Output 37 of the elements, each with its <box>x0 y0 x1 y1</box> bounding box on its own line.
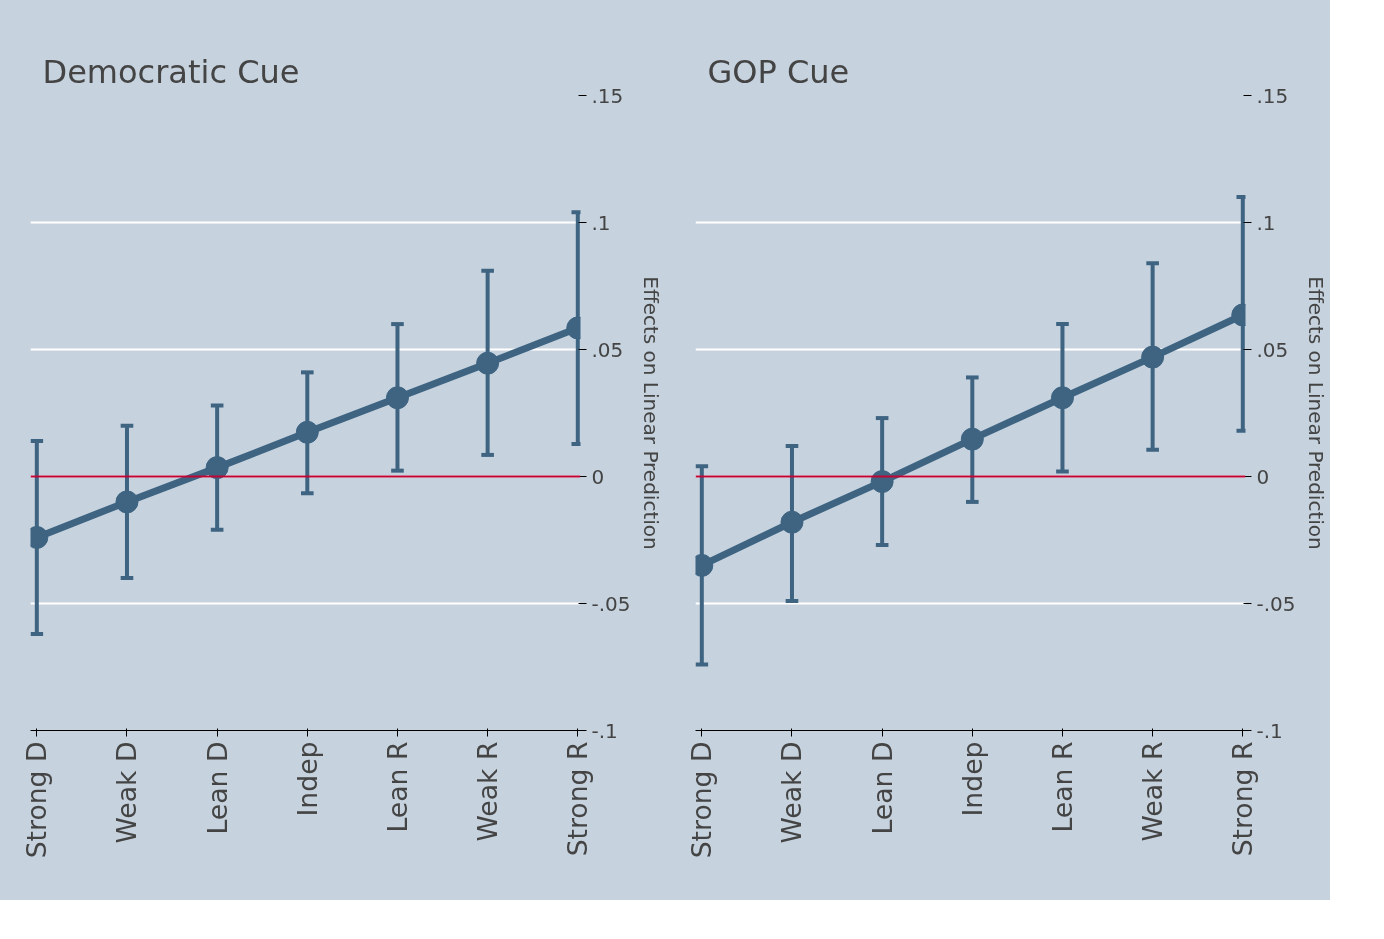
y-tick-label: .15 <box>591 83 624 108</box>
x-tick-label: Strong R <box>562 741 594 857</box>
x-tick-label: Weak D <box>111 741 143 844</box>
x-tick-label: Indep <box>956 741 988 817</box>
y-tick-label: -.05 <box>591 591 631 616</box>
point <box>205 456 229 480</box>
y-axis-title: Effects on Linear Prediction <box>638 276 663 550</box>
y-tick-label: .1 <box>591 210 611 235</box>
y-tick-label: -.05 <box>1256 591 1296 616</box>
x-tick-label: Strong D <box>21 741 53 859</box>
y-tick-label: 0 <box>1256 464 1270 489</box>
x-tick-label: Weak D <box>776 741 808 844</box>
y-tick-label: .1 <box>1256 210 1276 235</box>
y-tick-label: .05 <box>1256 337 1289 362</box>
chart-title: Democratic Cue <box>42 52 300 91</box>
x-tick-label: Indep <box>291 741 323 817</box>
chart-title: GOP Cue <box>707 52 850 91</box>
x-tick-label: Strong R <box>1227 741 1259 857</box>
x-tick-label: Lean R <box>1046 741 1078 833</box>
point <box>115 490 139 514</box>
y-tick-label: -.1 <box>591 718 618 743</box>
x-tick-label: Strong D <box>686 741 718 859</box>
y-tick-label: .15 <box>1256 83 1289 108</box>
point <box>1050 386 1074 410</box>
y-axis-title: Effects on Linear Prediction <box>1303 276 1328 550</box>
x-tick-label: Lean R <box>381 741 413 833</box>
y-tick-label: .05 <box>591 337 624 362</box>
point <box>385 386 409 410</box>
point <box>960 427 984 451</box>
x-tick-label: Weak R <box>472 741 504 842</box>
x-tick-label: Weak R <box>1137 741 1169 842</box>
point <box>295 420 319 444</box>
x-tick-label: Lean D <box>866 741 898 835</box>
x-tick-label: Lean D <box>201 741 233 835</box>
point <box>780 510 804 534</box>
y-tick-label: -.1 <box>1256 718 1283 743</box>
y-tick-label: 0 <box>591 464 605 489</box>
